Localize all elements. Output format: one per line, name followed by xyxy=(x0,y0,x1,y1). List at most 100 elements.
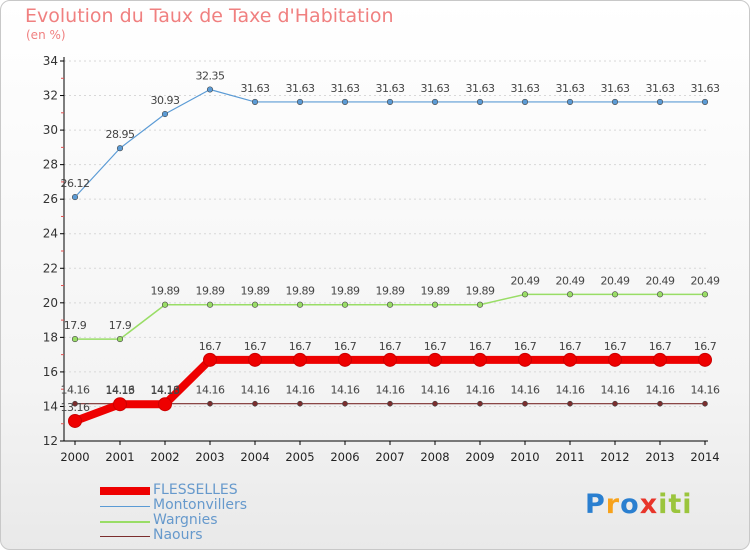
data-label-montonvillers: 26.12 xyxy=(61,177,90,190)
x-tick-label: 2002 xyxy=(150,450,179,464)
data-point-montonvillers xyxy=(341,98,349,105)
data-label-naours: 14.16 xyxy=(601,384,630,397)
data-point-wargnies xyxy=(656,291,664,298)
data-label-montonvillers: 31.63 xyxy=(511,82,540,95)
data-point-naours xyxy=(72,400,78,407)
data-point-montonvillers xyxy=(476,98,484,105)
y-tick-label: 18 xyxy=(43,330,58,344)
y-tick-label: 16 xyxy=(43,365,58,379)
data-point-wargnies xyxy=(431,301,439,308)
x-tick-label: 2005 xyxy=(285,450,314,464)
data-label-wargnies: 19.89 xyxy=(466,285,495,298)
y-tick-label: 26 xyxy=(43,192,58,206)
data-label-wargnies: 19.89 xyxy=(241,285,270,298)
data-label-wargnies: 20.49 xyxy=(691,274,720,287)
data-label-flesselles: 13.16 xyxy=(61,401,90,414)
data-label-wargnies: 20.49 xyxy=(646,274,675,287)
data-label-montonvillers: 31.63 xyxy=(241,82,270,95)
data-label-wargnies: 19.89 xyxy=(151,285,180,298)
x-tick-label: 2006 xyxy=(330,450,359,464)
data-label-montonvillers: 31.63 xyxy=(286,82,315,95)
data-point-naours xyxy=(522,400,528,407)
y-tick-label: 12 xyxy=(43,434,58,448)
data-point-wargnies xyxy=(71,336,79,343)
x-tick-label: 2009 xyxy=(465,450,494,464)
data-label-wargnies: 17.9 xyxy=(64,319,87,332)
data-label-montonvillers: 31.63 xyxy=(331,82,360,95)
data-label-naours: 14.16 xyxy=(421,384,450,397)
data-point-wargnies xyxy=(566,291,574,298)
data-label-flesselles: 16.7 xyxy=(424,340,447,353)
data-label-flesselles: 16.7 xyxy=(469,340,492,353)
data-point-flesselles xyxy=(428,352,442,367)
data-point-flesselles xyxy=(383,352,397,367)
data-point-wargnies xyxy=(296,301,304,308)
data-point-flesselles xyxy=(68,413,82,428)
logo-letter: x xyxy=(639,489,659,520)
data-point-flesselles xyxy=(563,352,577,367)
legend-swatch-naours xyxy=(100,536,150,537)
data-label-flesselles: 14.13 xyxy=(106,384,135,397)
data-point-naours xyxy=(432,400,438,407)
data-point-flesselles xyxy=(113,397,127,412)
data-label-montonvillers: 31.63 xyxy=(646,82,675,95)
data-label-flesselles: 16.7 xyxy=(604,340,627,353)
data-point-wargnies xyxy=(476,301,484,308)
data-label-montonvillers: 28.95 xyxy=(106,128,135,141)
legend-label-flesselles: FLESSELLES xyxy=(153,482,238,498)
data-point-flesselles xyxy=(473,352,487,367)
data-point-montonvillers xyxy=(71,194,79,201)
data-label-naours: 14.16 xyxy=(241,384,270,397)
data-label-wargnies: 19.89 xyxy=(196,285,225,298)
data-label-wargnies: 20.49 xyxy=(601,274,630,287)
logo-letter: t xyxy=(668,489,683,520)
y-tick-label: 14 xyxy=(43,399,58,413)
data-label-flesselles: 16.7 xyxy=(289,340,312,353)
data-label-naours: 14.16 xyxy=(286,384,315,397)
data-point-flesselles xyxy=(203,352,217,367)
data-label-flesselles: 16.7 xyxy=(514,340,537,353)
data-point-naours xyxy=(387,400,393,407)
data-label-flesselles: 14.13 xyxy=(151,384,180,397)
legend-swatch-wargnies xyxy=(100,521,150,523)
data-point-wargnies xyxy=(251,301,259,308)
data-label-montonvillers: 31.63 xyxy=(601,82,630,95)
x-tick-label: 2004 xyxy=(240,450,269,464)
logo-letter: r xyxy=(605,489,621,520)
legend-swatch-flesselles xyxy=(100,487,150,495)
data-point-naours xyxy=(477,400,483,407)
chart-subtitle: (en %) xyxy=(26,28,66,42)
data-label-montonvillers: 31.63 xyxy=(376,82,405,95)
data-label-flesselles: 16.7 xyxy=(199,340,222,353)
data-point-montonvillers xyxy=(566,98,574,105)
data-label-naours: 14.16 xyxy=(646,384,675,397)
data-label-naours: 14.16 xyxy=(556,384,585,397)
logo-letter: P xyxy=(585,489,606,520)
data-label-naours: 14.16 xyxy=(466,384,495,397)
data-point-wargnies xyxy=(206,301,214,308)
data-point-wargnies xyxy=(386,301,394,308)
data-point-montonvillers xyxy=(701,98,709,105)
x-tick-label: 2003 xyxy=(195,450,224,464)
data-point-montonvillers xyxy=(521,98,529,105)
data-point-naours xyxy=(657,400,663,407)
data-label-naours: 14.16 xyxy=(376,384,405,397)
data-point-flesselles xyxy=(698,352,712,367)
logo-letter: i xyxy=(658,489,669,520)
data-point-montonvillers xyxy=(206,86,214,93)
data-label-montonvillers: 30.93 xyxy=(151,94,180,107)
y-tick-label: 32 xyxy=(43,89,58,103)
data-label-montonvillers: 31.63 xyxy=(691,82,720,95)
data-label-naours: 14.16 xyxy=(196,384,225,397)
legend-label-naours: Naours xyxy=(153,527,203,543)
data-label-naours: 14.16 xyxy=(331,384,360,397)
data-label-flesselles: 16.7 xyxy=(244,340,267,353)
data-point-montonvillers xyxy=(386,98,394,105)
data-point-naours xyxy=(342,400,348,407)
data-point-montonvillers xyxy=(656,98,664,105)
data-point-montonvillers xyxy=(116,145,124,152)
data-label-wargnies: 19.89 xyxy=(286,285,315,298)
x-tick-label: 2000 xyxy=(60,450,89,464)
data-label-wargnies: 19.89 xyxy=(331,285,360,298)
